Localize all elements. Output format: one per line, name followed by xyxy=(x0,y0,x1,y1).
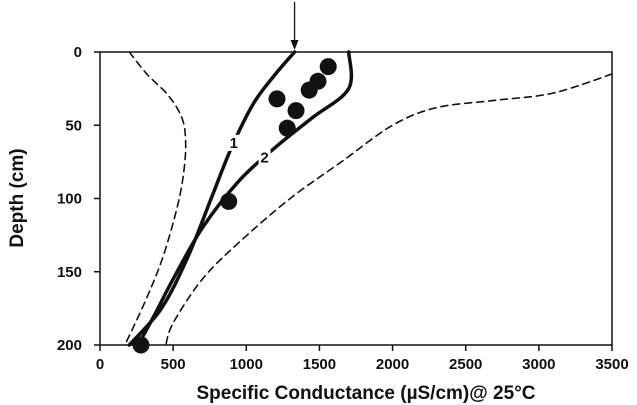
y-tick-label-0: 0 xyxy=(74,44,82,61)
data-point-8 xyxy=(132,336,150,354)
data-point-5 xyxy=(287,102,305,120)
x-tick-label-1: 500 xyxy=(161,356,186,373)
arrow-marker-head xyxy=(290,40,299,50)
series-line-3 xyxy=(124,51,187,346)
points-layer xyxy=(132,58,337,354)
curve-label-1-gap xyxy=(227,134,240,151)
data-point-7 xyxy=(220,192,238,210)
curve-label-2-gap xyxy=(258,149,271,166)
data-point-4 xyxy=(268,90,286,108)
x-tick-label-4: 2000 xyxy=(376,356,409,373)
series-line-4 xyxy=(165,73,613,346)
data-point-6 xyxy=(278,119,296,137)
curve-label-2: 2 xyxy=(260,149,268,166)
x-tick-label-5: 2500 xyxy=(449,356,482,373)
y-axis-title: Depth (cm) xyxy=(7,148,28,247)
x-axis-title: Specific Conductance (µS/cm)@ 25°C xyxy=(196,383,535,404)
data-point-1 xyxy=(319,58,337,76)
series-line-2 xyxy=(136,50,354,347)
x-tick-label-7: 3500 xyxy=(595,356,628,373)
x-tick-label-2: 1000 xyxy=(230,356,263,373)
plot-frame xyxy=(99,51,613,346)
x-tick-label-6: 3000 xyxy=(522,356,555,373)
data-point-3 xyxy=(300,81,318,99)
curves-layer xyxy=(124,50,613,347)
y-tick-label-2: 100 xyxy=(57,191,82,208)
y-tick-label-4: 200 xyxy=(57,337,82,354)
y-tick-label-3: 150 xyxy=(57,264,82,281)
y-tick-label-1: 50 xyxy=(65,117,82,134)
axes-layer: 0 500 1000 1500 2000 2500 3000 3500 0 50 100 150 200 xyxy=(57,2,629,373)
curve-label-1: 1 xyxy=(230,135,238,152)
x-tick-label-3: 1500 xyxy=(303,356,336,373)
labels-layer: 12 xyxy=(227,134,271,166)
x-tick-label-0: 0 xyxy=(96,356,104,373)
series-line-1 xyxy=(127,50,297,347)
